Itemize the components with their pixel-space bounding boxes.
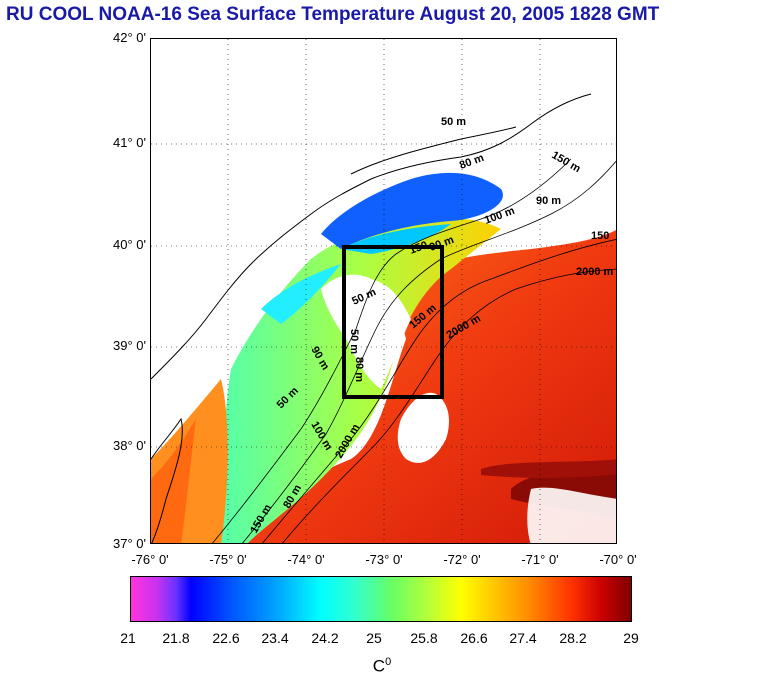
contour-label: 2000 m — [576, 266, 614, 278]
lat-label: 39° 0' — [113, 338, 146, 353]
coastline — [151, 93, 592, 380]
colorbar — [130, 576, 632, 622]
colorbar-unit-sup: 0 — [385, 656, 392, 668]
lat-label: 37° 0' — [113, 536, 146, 551]
cloud-patch — [397, 392, 449, 463]
sst-map: 50 m 80 m 90 m 150 2000 m 50 m 90 m 150 … — [150, 38, 617, 544]
lat-label: 40° 0' — [113, 237, 146, 252]
sst-map-canvas: 50 m 80 m 90 m 150 2000 m 50 m 90 m 150 … — [151, 39, 616, 543]
contour-label: 150 m — [550, 149, 583, 175]
cool-water-cyan — [261, 264, 341, 324]
lon-label: -70° 0' — [599, 552, 637, 567]
colorbar-unit-base: C — [372, 656, 386, 676]
colorbar-tick: 21 — [120, 630, 136, 646]
colorbar-tick: 25 — [366, 630, 382, 646]
lon-label: -73° 0' — [365, 552, 403, 567]
contour-80m — [242, 160, 616, 543]
colorbar-tick: 27.4 — [509, 630, 537, 646]
study-area-box — [342, 245, 444, 399]
colorbar-tick: 29 — [623, 630, 639, 646]
lon-label: -72° 0' — [443, 552, 481, 567]
contour-label: 90 m — [536, 195, 561, 207]
colorbar-tick: 21.8 — [162, 630, 190, 646]
contour-label: 150 — [408, 239, 429, 257]
lat-label: 42° 0' — [113, 30, 146, 45]
lon-label: -75° 0' — [209, 552, 247, 567]
cool-water-region — [321, 172, 503, 249]
lon-label: -74° 0' — [287, 552, 325, 567]
contour-2000m — [282, 268, 616, 543]
contour-label: 50 m — [441, 116, 466, 128]
colorbar-tick: 23.4 — [261, 630, 289, 646]
colorbar-tick: 25.8 — [410, 630, 438, 646]
map-title: RU COOL NOAA-16 Sea Surface Temperature … — [6, 4, 660, 25]
lon-label: -76° 0' — [131, 552, 169, 567]
warm-eddy-core — [481, 459, 616, 478]
contour-label: 150 — [591, 230, 609, 242]
coastline-delmarva — [151, 417, 183, 543]
lat-label: 41° 0' — [113, 135, 146, 150]
colorbar-tick: 22.6 — [212, 630, 240, 646]
contour-50m — [212, 158, 572, 543]
colorbar-tick: 26.6 — [460, 630, 488, 646]
contour-150m — [262, 239, 616, 543]
colorbar-tick: 28.2 — [559, 630, 587, 646]
contour-label: 50 m — [348, 329, 360, 354]
lat-label: 38° 0' — [113, 438, 146, 453]
coastline-long-island — [350, 126, 517, 175]
cloud-patch — [527, 487, 616, 543]
lon-label: -71° 0' — [521, 552, 559, 567]
colorbar-unit: C0 — [362, 656, 402, 677]
colorbar-tick: 24.2 — [311, 630, 339, 646]
contour-label: 80 m — [353, 357, 365, 382]
